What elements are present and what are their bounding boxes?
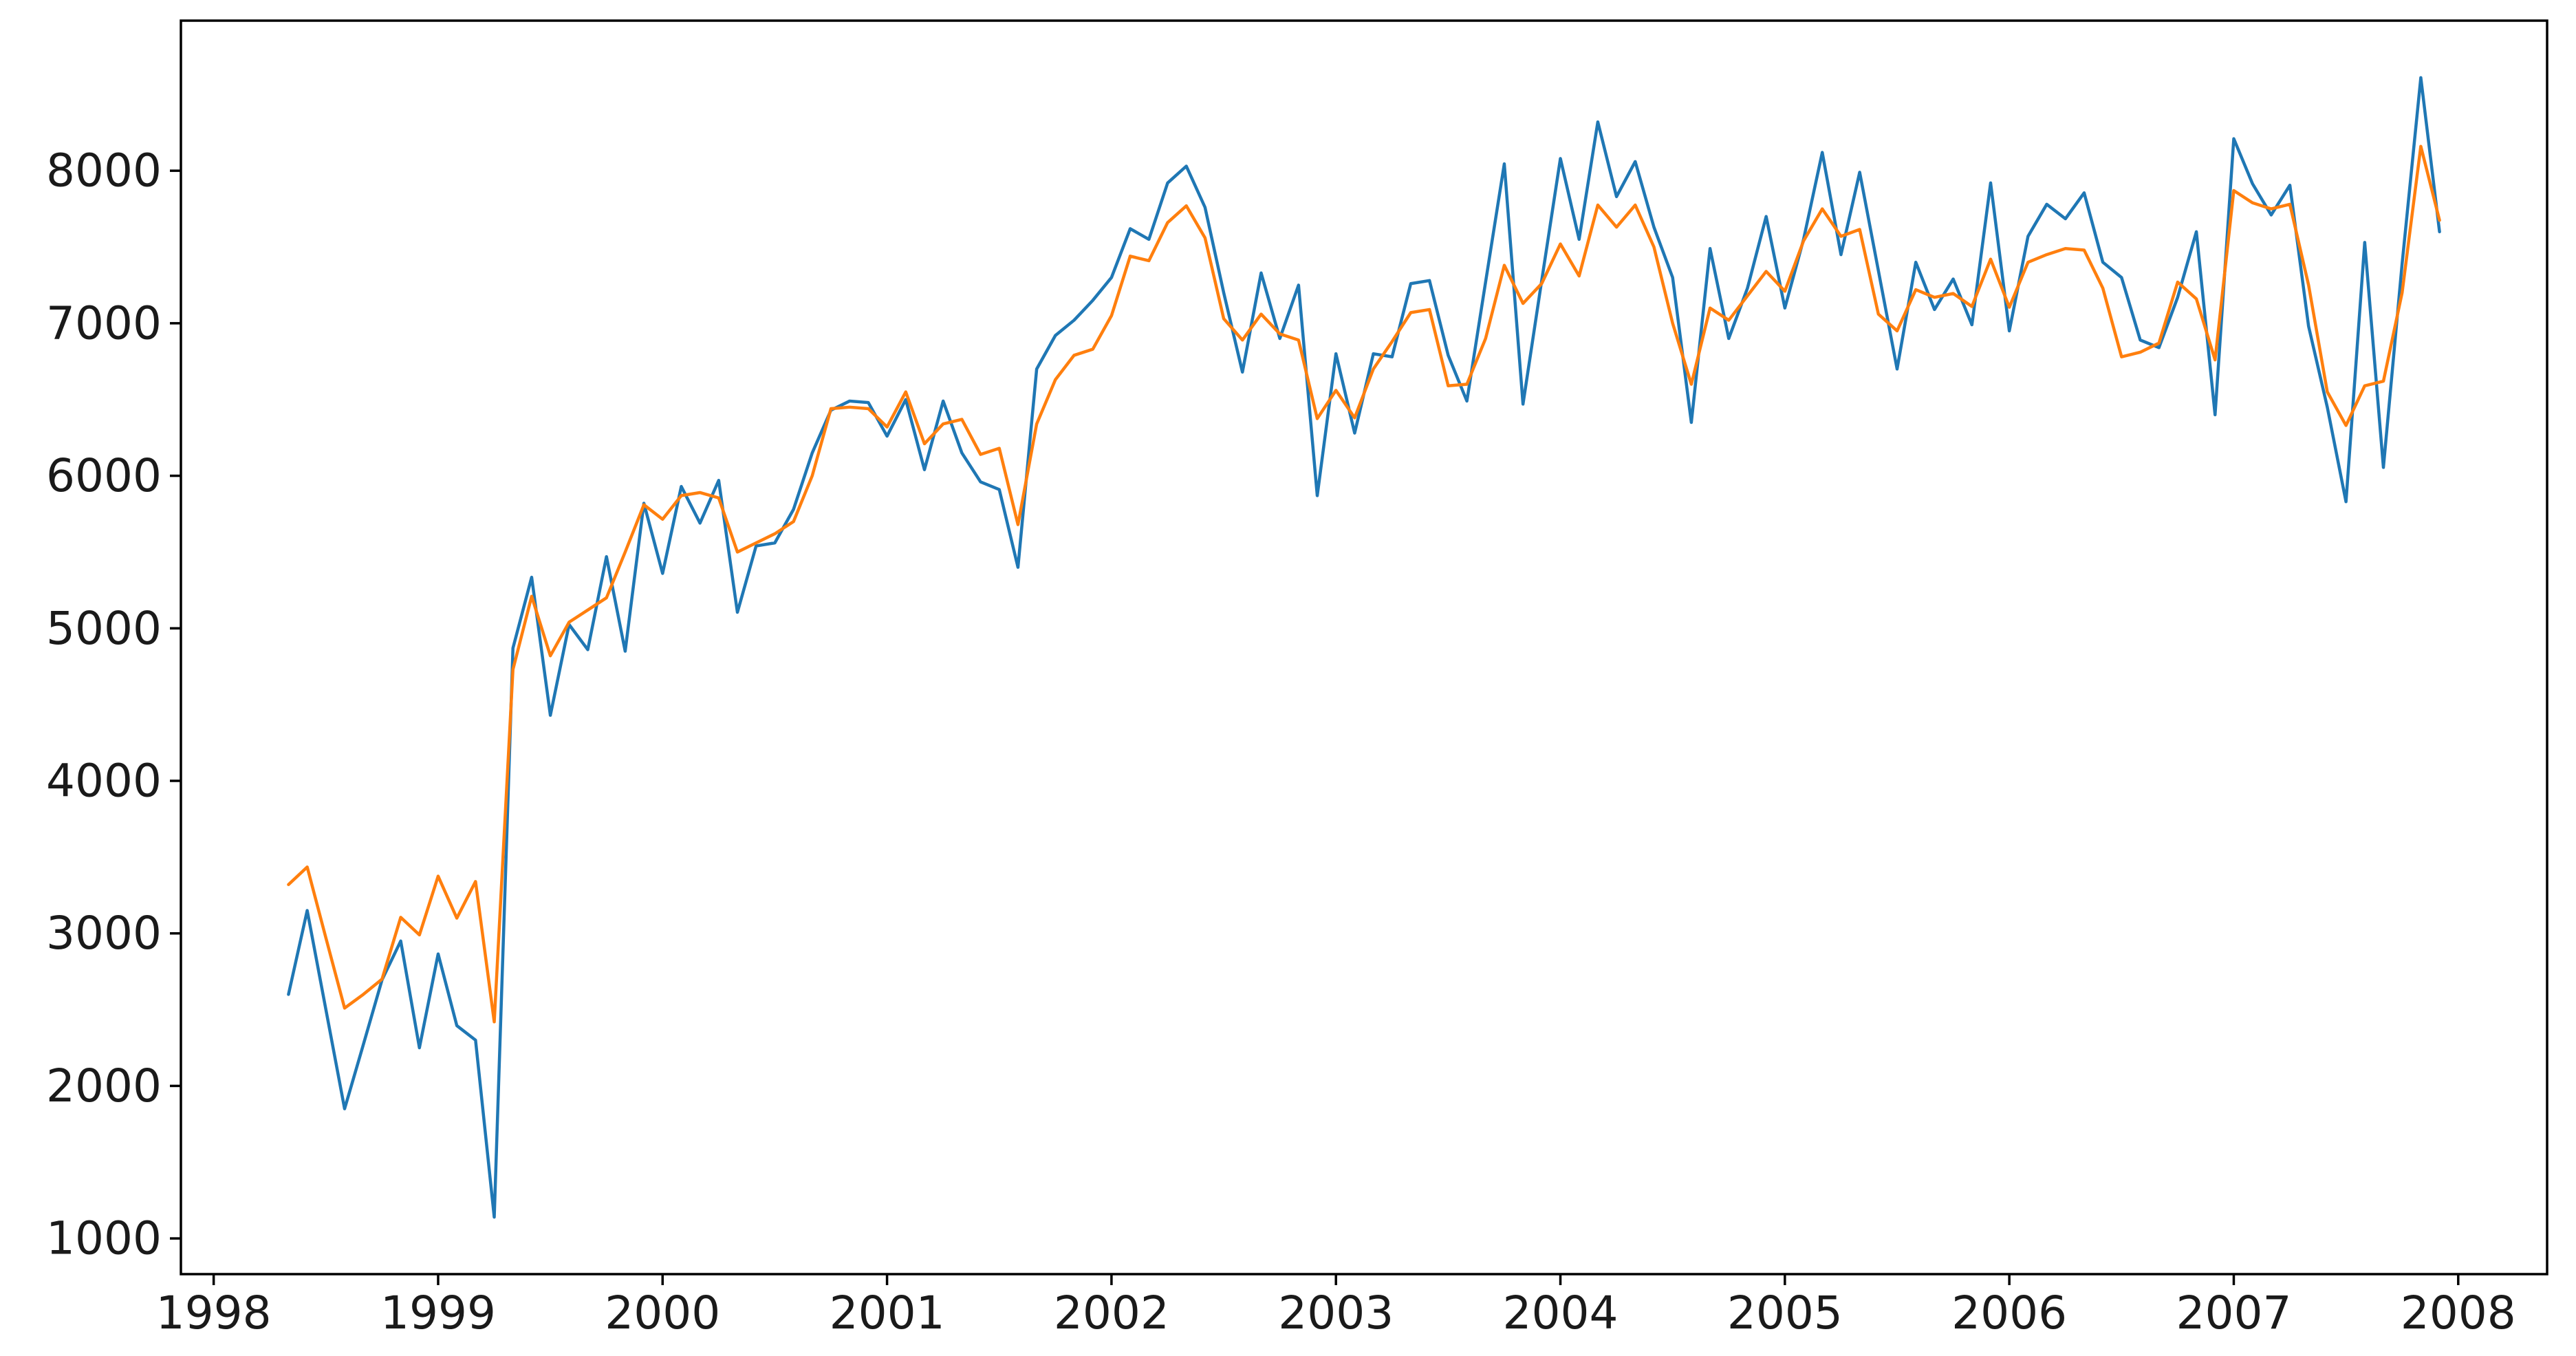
x-tick-label: 2000 bbox=[605, 1287, 720, 1339]
x-tick-label: 1999 bbox=[380, 1287, 496, 1339]
x-tick-label: 2003 bbox=[1278, 1287, 1394, 1339]
y-tick-label: 2000 bbox=[46, 1059, 162, 1112]
x-tick-label: 2004 bbox=[1503, 1287, 1619, 1339]
y-tick-label: 6000 bbox=[46, 449, 162, 502]
x-tick-label: 2005 bbox=[1727, 1287, 1843, 1339]
x-tick-label: 1998 bbox=[156, 1287, 272, 1339]
plot-area bbox=[181, 21, 2547, 1274]
y-axis: 1000 2000 3000 4000 5000 6000 7000 8000 bbox=[46, 144, 181, 1265]
x-axis: 1998 1999 2000 2001 2002 2003 2004 2005 2006 2007… bbox=[156, 1274, 2516, 1339]
y-tick-label: 4000 bbox=[46, 754, 162, 807]
y-tick-label: 1000 bbox=[46, 1212, 162, 1265]
axes-spines bbox=[180, 19, 2548, 1276]
x-tick-label: 2007 bbox=[2176, 1287, 2291, 1339]
y-tick-label: 5000 bbox=[46, 602, 162, 655]
y-tick-label: 7000 bbox=[46, 297, 162, 349]
y-tick-label: 8000 bbox=[46, 144, 162, 197]
orange-series-line bbox=[287, 144, 2441, 1024]
x-tick-label: 2001 bbox=[830, 1287, 945, 1339]
x-tick-label: 2002 bbox=[1054, 1287, 1169, 1339]
x-tick-label: 2008 bbox=[2401, 1287, 2516, 1339]
y-tick-label: 3000 bbox=[46, 907, 162, 960]
x-tick-label: 2006 bbox=[1951, 1287, 2067, 1339]
